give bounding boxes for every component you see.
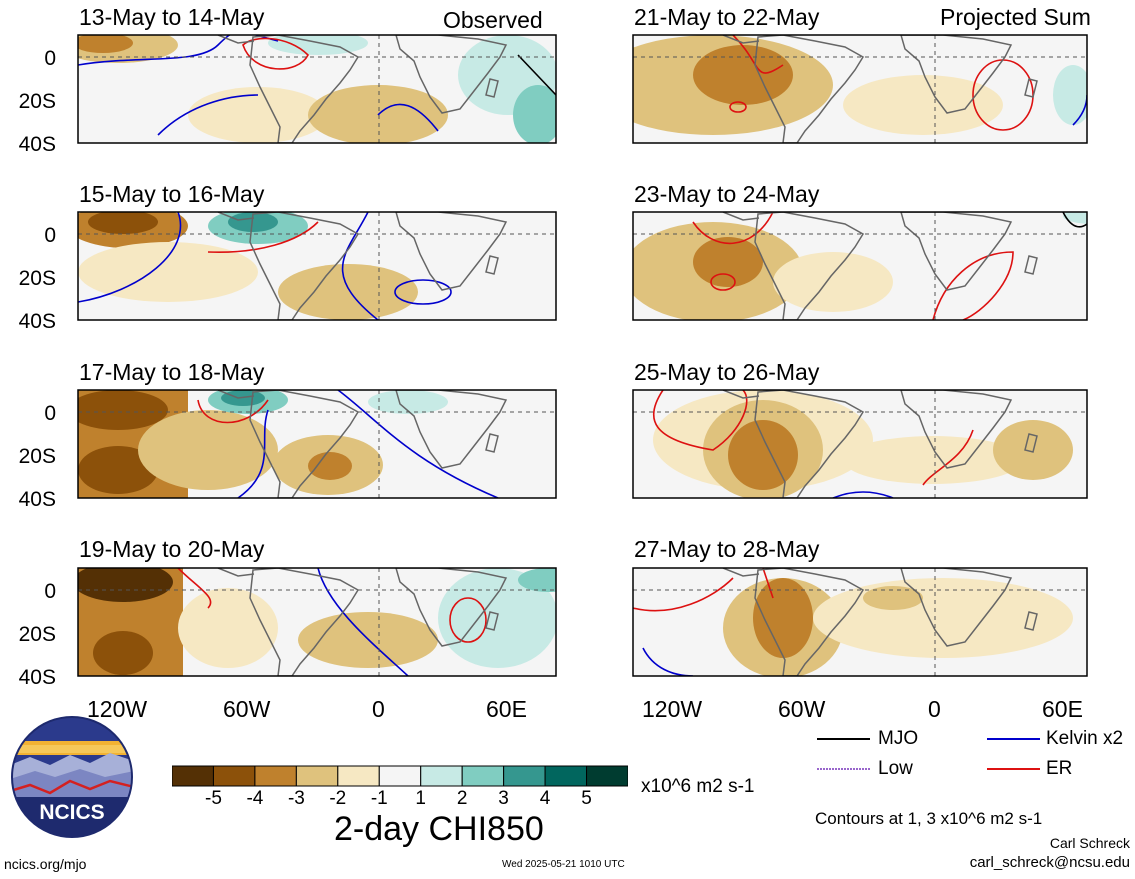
colorbar-swatch <box>503 765 546 787</box>
colorbar <box>172 765 628 787</box>
contours-note: Contours at 1, 3 x10^6 m2 s-1 <box>815 809 1043 828</box>
colorbar-swatch <box>544 765 588 787</box>
lat-label-40s: 40S <box>18 310 56 333</box>
panel-title-left-4: 19-May to 20-May <box>79 536 265 562</box>
lat-label-0: 0 <box>44 47 56 70</box>
colorbar-swatch <box>254 765 297 787</box>
lon-label-0: 0 <box>928 696 941 722</box>
panel-title-right-1: 21-May to 22-May <box>634 4 820 30</box>
map-panel-left-1 <box>77 34 557 144</box>
lon-label-0: 0 <box>372 696 385 722</box>
map-panels <box>77 34 1088 677</box>
lon-label-60w: 60W <box>223 696 271 722</box>
contour-legend-lines <box>817 738 1040 770</box>
observed-label: Observed <box>443 7 543 33</box>
colorbar-tick-label: -4 <box>246 788 264 809</box>
lon-label-120w: 120W <box>642 696 703 722</box>
panel-title-left-2: 15-May to 16-May <box>79 181 265 207</box>
legend-er-label: ER <box>1046 758 1073 779</box>
author-email[interactable]: carl_schreck@ncsu.edu <box>969 854 1130 871</box>
colorbar-swatch <box>461 765 505 787</box>
chart-title: 2-day CHI850 <box>334 810 544 848</box>
projected-label: Projected Sum <box>940 4 1091 30</box>
map-panel-left-3 <box>77 389 557 499</box>
colorbar-tick-label: -2 <box>329 788 347 809</box>
colorbar-tick-label: 1 <box>415 788 426 809</box>
lat-label-20s: 20S <box>18 90 56 113</box>
legend-mjo-label: MJO <box>878 728 919 749</box>
lat-label-40s: 40S <box>18 666 56 689</box>
map-panel-right-4 <box>632 567 1088 677</box>
legend-kelvin-label: Kelvin x2 <box>1046 728 1124 749</box>
panel-title-right-2: 23-May to 24-May <box>634 181 820 207</box>
colorbar-tick-label: -3 <box>287 788 305 809</box>
colorbar-swatch <box>378 765 422 787</box>
colorbar-tick-label: 4 <box>539 788 551 809</box>
map-panel-left-2 <box>77 211 557 321</box>
lon-label-120w: 120W <box>87 696 148 722</box>
ncics-logo: NCICS <box>11 716 133 838</box>
timestamp: Wed 2025-05-21 1010 UTC <box>502 859 625 870</box>
lon-label-60e: 60E <box>1042 696 1083 722</box>
lat-label-40s: 40S <box>18 488 56 511</box>
site-link[interactable]: ncics.org/mjo <box>4 856 87 872</box>
colorbar-swatch <box>172 765 214 787</box>
colorbar-swatch <box>295 765 339 787</box>
legend-low-label: Low <box>878 758 913 779</box>
colorbar-swatch <box>337 765 380 787</box>
lat-label-20s: 20S <box>18 267 56 290</box>
lat-label-20s: 20S <box>18 445 56 468</box>
lat-label-0: 0 <box>44 224 56 247</box>
panel-title-left-1: 13-May to 14-May <box>79 4 265 30</box>
colorbar-swatch <box>586 765 628 787</box>
lat-label-40s: 40S <box>18 133 56 156</box>
author: Carl Schreck <box>1049 835 1130 851</box>
colorbar-tick-label: 3 <box>498 788 509 809</box>
lat-label-20s: 20S <box>18 623 56 646</box>
panel-title-right-4: 27-May to 28-May <box>634 536 820 562</box>
panel-title-left-3: 17-May to 18-May <box>79 359 265 385</box>
colorbar-tick-label: 5 <box>581 788 592 809</box>
map-panel-right-3 <box>632 389 1088 499</box>
colorbar-swatch <box>212 765 256 787</box>
panel-title-right-3: 25-May to 26-May <box>634 359 820 385</box>
lon-label-60w: 60W <box>778 696 826 722</box>
lat-label-0: 0 <box>44 402 56 425</box>
logo-text: NCICS <box>39 801 104 824</box>
map-panel-right-1 <box>632 34 1088 144</box>
colorbar-tick-label: -1 <box>370 788 388 809</box>
map-panel-right-2 <box>632 211 1088 321</box>
colorbar-swatch <box>420 765 463 787</box>
lat-label-0: 0 <box>44 580 56 603</box>
lon-label-60e: 60E <box>486 696 527 722</box>
colorbar-tick-label: 2 <box>456 788 468 809</box>
colorbar-units: x10^6 m2 s-1 <box>641 776 755 797</box>
map-panel-left-4 <box>77 567 557 677</box>
colorbar-tick-label: -5 <box>205 788 222 809</box>
